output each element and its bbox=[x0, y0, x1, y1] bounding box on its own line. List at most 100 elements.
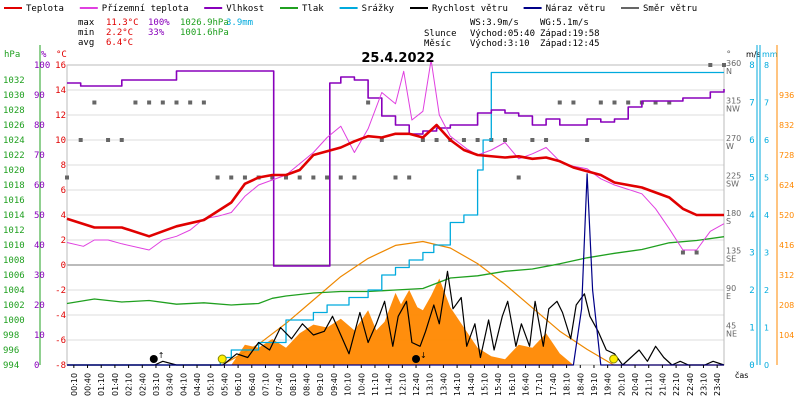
x-tick-label: 12:10 bbox=[398, 373, 407, 396]
ms-axis-title: m/s bbox=[746, 50, 761, 59]
sun-elevation-line bbox=[67, 240, 724, 366]
wind-direction-point bbox=[557, 100, 562, 105]
hpa-tick-label: 1032 bbox=[3, 76, 25, 86]
legend-label-humidity: Vlhkost bbox=[226, 4, 264, 14]
x-tick-label: 21:10 bbox=[645, 373, 654, 396]
x-tick-label: 08:40 bbox=[303, 373, 312, 396]
dir-tick-name: N bbox=[726, 67, 732, 76]
x-tick-label: 20:40 bbox=[631, 373, 640, 396]
wind-direction-point bbox=[297, 175, 302, 180]
x-tick-label: 18:10 bbox=[563, 373, 572, 396]
pct-tick-label: 10 bbox=[34, 331, 45, 341]
pct-tick-label: 100 bbox=[34, 61, 50, 71]
temp-tick-label: -2 bbox=[55, 286, 66, 296]
moonset-arrow: ↓ bbox=[420, 351, 427, 360]
stats-text: avg bbox=[78, 38, 94, 48]
hpa-tick-label: 1026 bbox=[3, 121, 25, 131]
ms-tick-label: 1 bbox=[749, 324, 754, 334]
wind-direction-point bbox=[92, 100, 97, 105]
wind-direction-point bbox=[352, 175, 357, 180]
dir-tick-name: S bbox=[726, 217, 731, 226]
dir-tick-label: 90 bbox=[726, 284, 736, 293]
hpa-tick-label: 996 bbox=[3, 346, 19, 356]
dir-tick-label: 315 bbox=[726, 97, 741, 106]
x-tick-label: 02:10 bbox=[125, 373, 134, 396]
temp-tick-label: 14 bbox=[55, 86, 66, 96]
dir-tick-label: 135 bbox=[726, 247, 741, 256]
x-tick-label: 07:40 bbox=[275, 373, 284, 396]
pct-tick-label: 70 bbox=[34, 151, 45, 161]
hpa-tick-label: 1024 bbox=[3, 136, 25, 146]
hpa-tick-label: 1012 bbox=[3, 226, 25, 236]
mm-secondary-tick: 8 bbox=[764, 61, 769, 70]
x-tick-label: 19:40 bbox=[604, 373, 613, 396]
wind-direction-point bbox=[366, 100, 371, 105]
dir-tick-name: W bbox=[726, 142, 734, 151]
x-tick-label: 10:10 bbox=[344, 373, 353, 396]
wind-direction-point bbox=[119, 138, 124, 142]
x-tick-label: 05:40 bbox=[220, 373, 229, 396]
x-tick-label: 12:40 bbox=[412, 373, 421, 396]
mm-tick-label: 208 bbox=[779, 301, 794, 310]
wind-direction-point bbox=[503, 138, 507, 142]
mm-secondary-tick: 5 bbox=[764, 174, 769, 183]
mm-secondary-tick: 6 bbox=[764, 136, 769, 145]
mm-tick-label: 832 bbox=[779, 121, 794, 130]
stats-text: 11.3°C bbox=[106, 18, 139, 28]
pct-tick-label: 50 bbox=[34, 211, 45, 221]
hpa-tick-label: 1018 bbox=[3, 181, 25, 191]
hpa-tick-label: 1016 bbox=[3, 196, 25, 206]
x-tick-label: 14:10 bbox=[453, 373, 462, 396]
ms-tick-label: 5 bbox=[749, 174, 754, 184]
x-tick-label: 15:40 bbox=[494, 373, 503, 396]
mm-axis-title: mm bbox=[762, 50, 778, 59]
pct-axis-title: % bbox=[41, 50, 47, 60]
wind-direction-point bbox=[338, 175, 343, 180]
stats-text: 100% bbox=[148, 18, 170, 28]
mm-tick-label: 416 bbox=[779, 241, 794, 250]
x-tick-label: 21:40 bbox=[658, 373, 667, 396]
wind-direction-point bbox=[598, 100, 603, 105]
wind-direction-point bbox=[530, 138, 535, 142]
rain-line bbox=[67, 71, 724, 366]
pct-tick-label: 80 bbox=[34, 121, 45, 131]
x-tick-label: 16:40 bbox=[522, 373, 531, 396]
mm-tick-label: 312 bbox=[779, 271, 794, 280]
mm-tick-label: 520 bbox=[779, 211, 794, 220]
x-tick-label: 05:10 bbox=[207, 373, 216, 396]
sunrise-marker bbox=[217, 354, 227, 364]
stats-sun-rise: Východ:05:40 bbox=[470, 29, 535, 39]
temperature-line bbox=[66, 123, 724, 238]
x-tick-label: 07:10 bbox=[261, 373, 270, 396]
dir-tick-name: SW bbox=[726, 180, 739, 189]
wind-speed-line bbox=[67, 270, 725, 366]
x-tick-label: 00:10 bbox=[70, 373, 79, 396]
dir-tick-label: 270 bbox=[726, 134, 741, 143]
wind-direction-point bbox=[78, 138, 83, 142]
x-tick-label: 23:40 bbox=[713, 373, 722, 396]
dir-tick-label: 45 bbox=[726, 322, 736, 331]
temp-tick-label: 6 bbox=[61, 186, 66, 196]
wind-direction-point bbox=[434, 138, 439, 142]
stats-text: 1001.6hPa bbox=[180, 28, 229, 38]
ms-tick-label: 4 bbox=[749, 211, 754, 221]
ms-tick-label: 7 bbox=[749, 99, 754, 109]
x-tick-label: 03:40 bbox=[166, 373, 175, 396]
wind-direction-point bbox=[708, 63, 713, 67]
hpa-tick-label: 1000 bbox=[3, 316, 25, 326]
temp-tick-label: 10 bbox=[55, 136, 66, 146]
dir-axis-title: ° bbox=[726, 50, 731, 60]
x-tick-label: 01:10 bbox=[97, 373, 106, 396]
wind-direction-point bbox=[544, 138, 549, 142]
dir-tick-name: E bbox=[726, 292, 731, 301]
wind-direction-point bbox=[407, 175, 412, 180]
x-tick-label: 19:10 bbox=[590, 373, 599, 396]
x-tick-label: 13:10 bbox=[426, 373, 435, 396]
mm-secondary-tick: 1 bbox=[764, 324, 769, 333]
x-tick-label: 16:10 bbox=[508, 373, 517, 396]
ground-temperature-line bbox=[66, 59, 725, 251]
wind-direction-point bbox=[475, 138, 480, 142]
chart-title: 25.4.2022 bbox=[361, 51, 434, 66]
x-tick-label: 01:40 bbox=[111, 373, 120, 396]
